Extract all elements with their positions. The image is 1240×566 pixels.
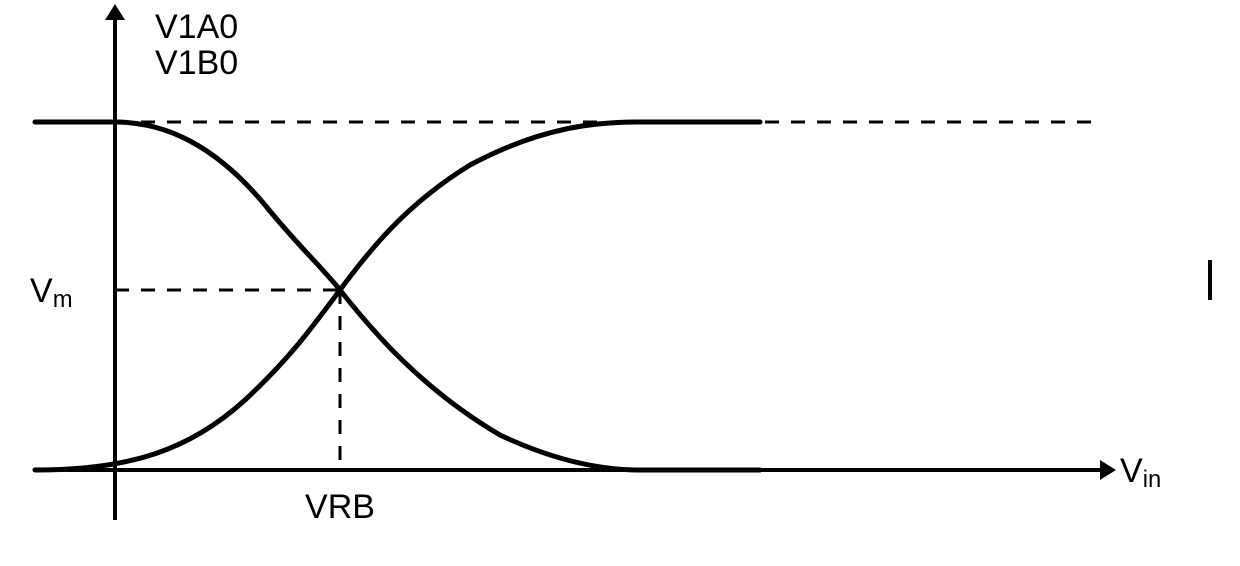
curve-falling: [35, 122, 760, 470]
vm-label-main: V: [30, 272, 53, 310]
y-axis-label-line2: V1B0: [155, 44, 238, 82]
vm-label: Vm: [30, 272, 73, 313]
curve-rising: [35, 122, 760, 470]
x-axis-label-main: V: [1120, 452, 1143, 490]
vrb-label: VRB: [305, 488, 375, 526]
transfer-curve-chart: V1A0 V1B0 Vm VRB Vin: [0, 0, 1240, 566]
x-axis-arrowhead: [1100, 460, 1116, 480]
y-axis-arrowhead: [105, 4, 125, 20]
vm-label-sub: m: [53, 286, 73, 313]
x-axis-label: Vin: [1120, 452, 1161, 493]
y-axis-label-line1: V1A0: [155, 8, 238, 46]
x-axis-label-sub: in: [1143, 466, 1162, 493]
